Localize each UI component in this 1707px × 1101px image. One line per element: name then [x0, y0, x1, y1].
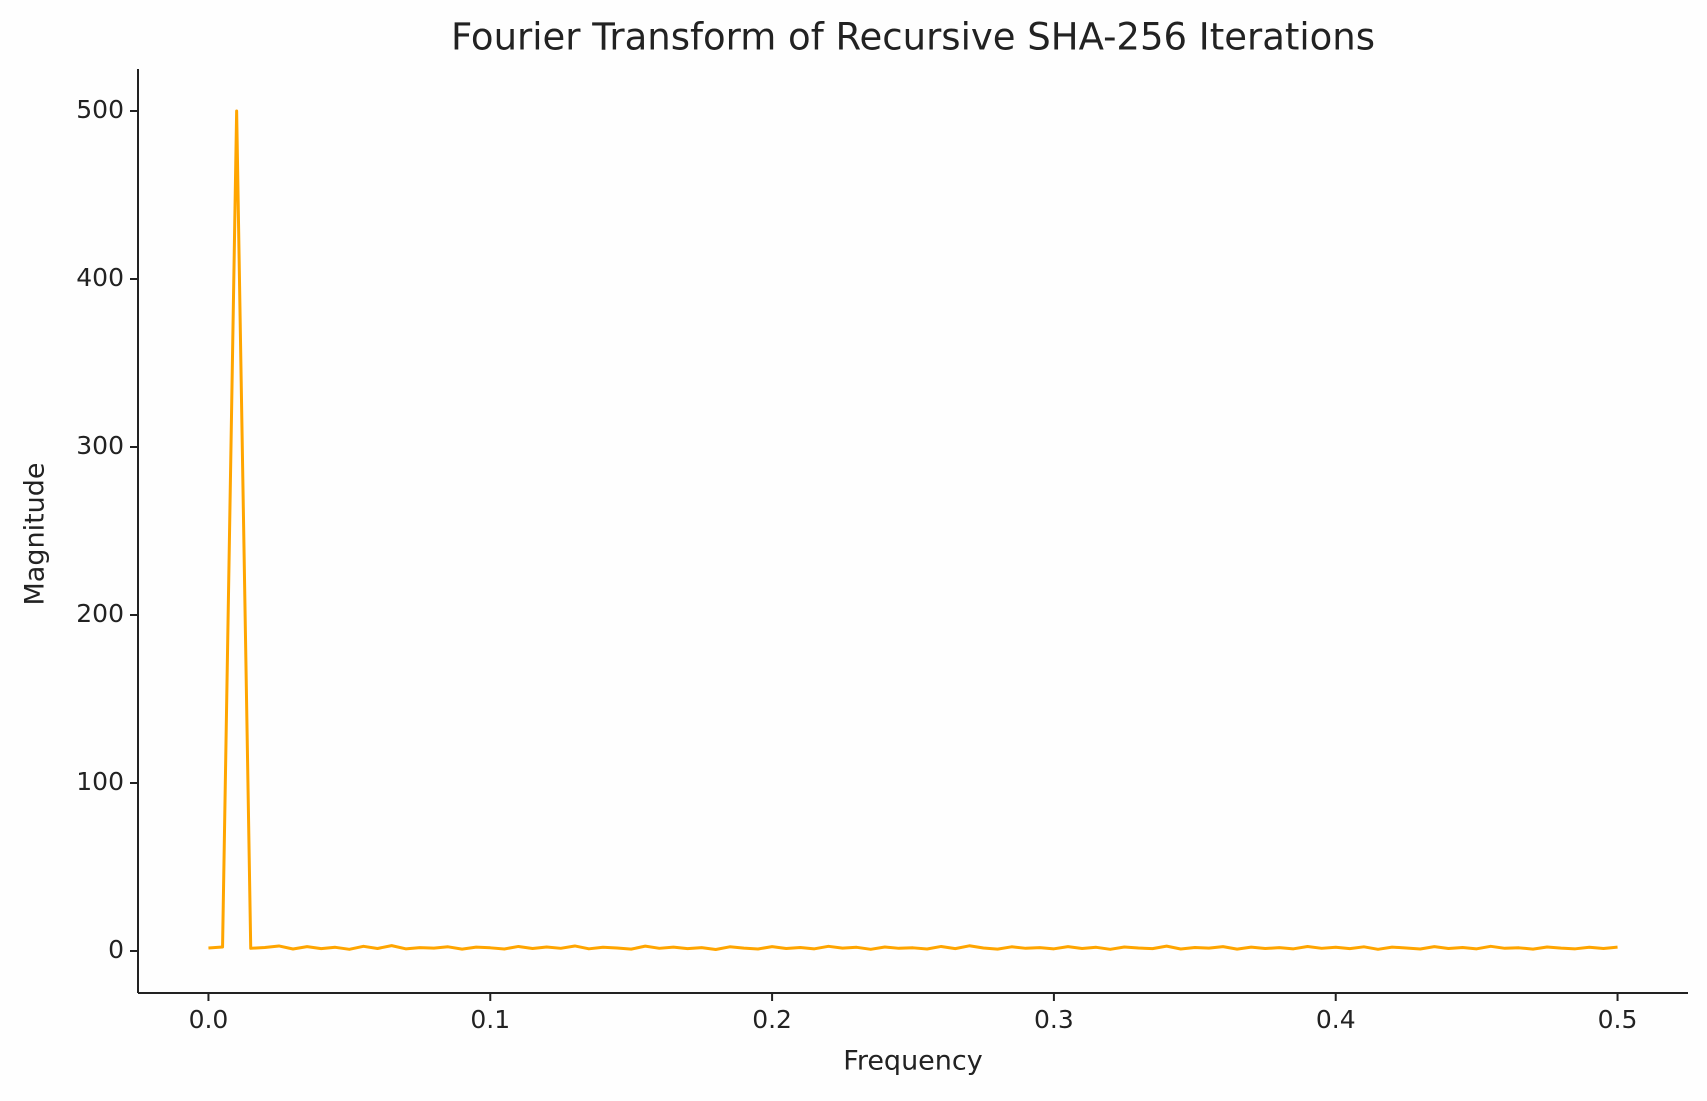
chart-title: Fourier Transform of Recursive SHA-256 I…: [451, 16, 1375, 59]
x-tick-label: 0.0: [189, 1005, 229, 1034]
x-tick-label: 0.1: [470, 1005, 510, 1034]
y-tick-label: 300: [76, 431, 124, 460]
x-tick-label: 0.2: [752, 1005, 792, 1034]
y-tick-label: 200: [76, 599, 124, 628]
x-axis-label: Frequency: [843, 1046, 983, 1077]
y-axis-label: Magnitude: [20, 462, 51, 605]
x-tick-label: 0.4: [1316, 1005, 1356, 1034]
y-tick-label: 400: [76, 263, 124, 292]
line: [208, 109, 1618, 951]
y-tick-label: 500: [76, 95, 124, 124]
y-tick-label: 0: [108, 935, 124, 964]
x-tick-label: 0.5: [1598, 1005, 1638, 1034]
x-tick-label: 0.3: [1034, 1005, 1074, 1034]
y-tick-label: 100: [76, 767, 124, 796]
